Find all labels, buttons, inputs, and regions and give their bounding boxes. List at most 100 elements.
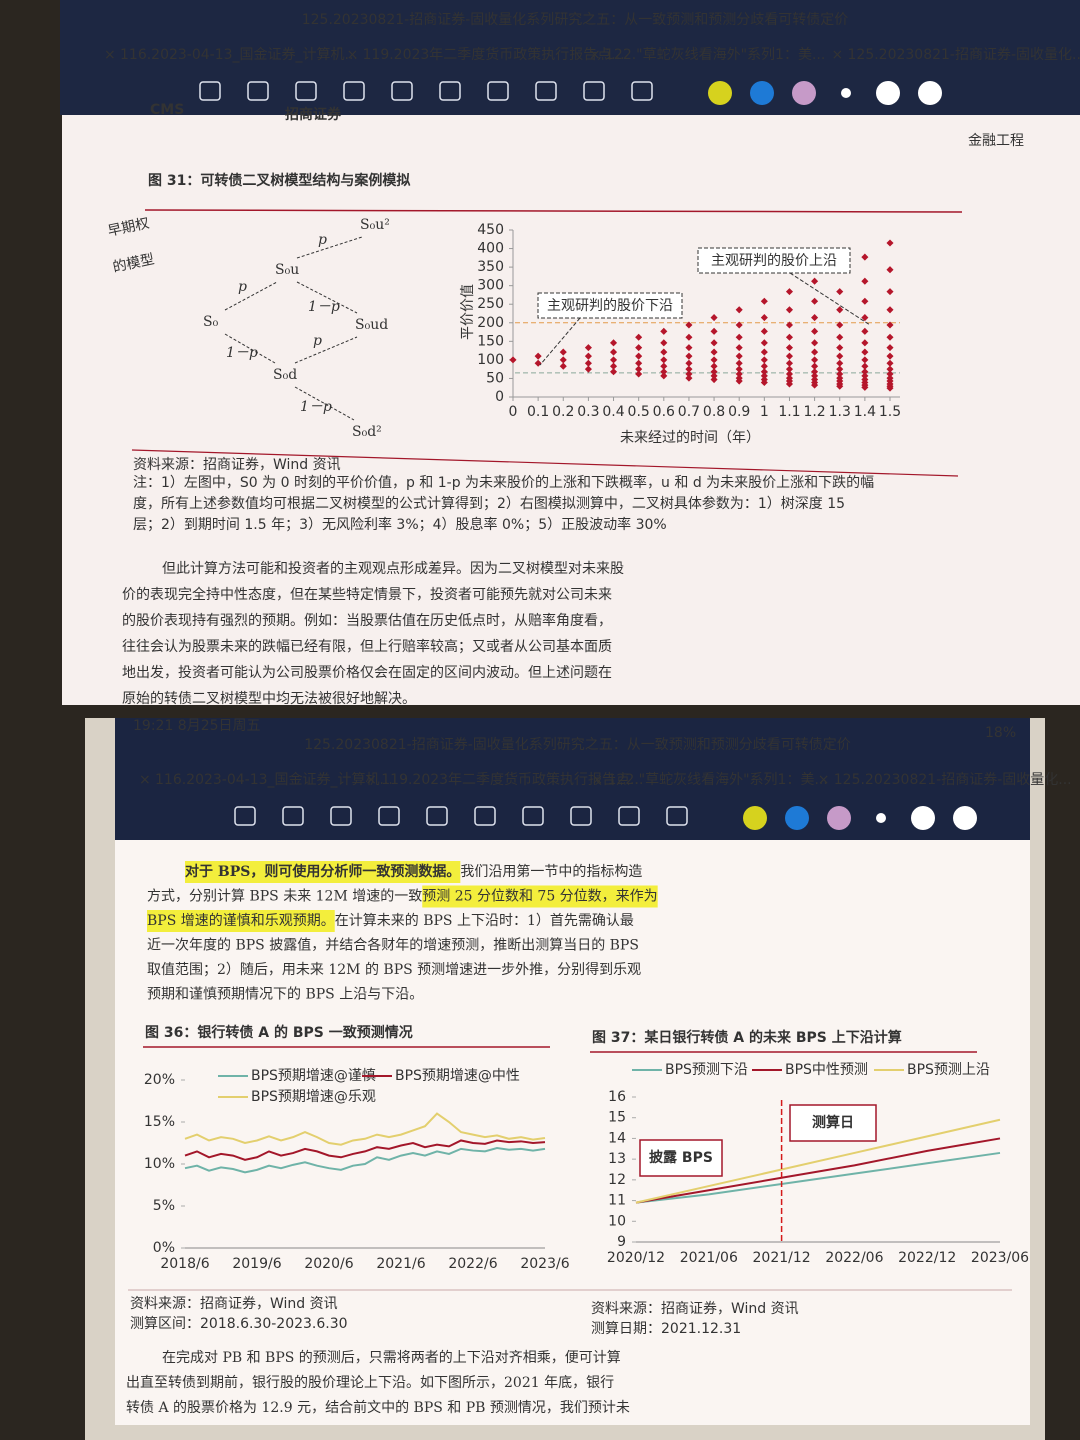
tab-close[interactable]: × (347, 47, 359, 63)
tree-point (836, 370, 844, 378)
tree-point (685, 370, 693, 378)
tab-close[interactable]: × (104, 47, 116, 63)
tree-point (534, 352, 542, 360)
color-swatch[interactable] (792, 81, 816, 105)
tool-icon[interactable] (426, 806, 448, 826)
figure-title: 图 37：某日银行转债 A 的未来 BPS 上下沿计算 (592, 1029, 902, 1046)
color-swatch[interactable] (876, 81, 900, 105)
tree-point (710, 314, 718, 322)
tool-icon[interactable] (378, 806, 400, 826)
tab[interactable]: 119.2023年二季度货币政策执行报告点... (363, 46, 625, 63)
legend-label: BPS中性预测 (785, 1062, 868, 1078)
tree-point (861, 372, 869, 380)
y-tick-label: 150 (477, 333, 504, 349)
color-swatch[interactable] (827, 806, 851, 830)
tab-close[interactable]: × (139, 772, 151, 788)
tool-icon[interactable] (522, 806, 544, 826)
edge-label: 1－p (308, 299, 340, 315)
tree-point (886, 344, 894, 352)
tool-icon[interactable] (234, 806, 256, 826)
y-tick-label: 12 (608, 1172, 626, 1188)
annotation: 测算日 (812, 1114, 854, 1131)
tab-close[interactable]: × (832, 47, 844, 63)
tab-close[interactable]: × (365, 772, 377, 788)
color-swatch[interactable] (785, 806, 809, 830)
tree-point (811, 297, 819, 305)
x-tick-label: 0.9 (728, 404, 750, 420)
tree-point (861, 368, 869, 376)
tree-point (710, 376, 718, 384)
source: 资料来源：招商证券，Wind 资讯 (133, 457, 341, 473)
color-swatch[interactable] (841, 88, 851, 98)
tool-icon[interactable] (330, 806, 352, 826)
tree-point (760, 297, 768, 305)
tool-icon[interactable] (474, 806, 496, 826)
logo: CMS (150, 102, 184, 118)
tree-point (886, 359, 894, 367)
x-axis-label: 未来经过的时间（年） (620, 430, 760, 446)
tab[interactable]: 116.2023-04-13_国金证券_计算机... (120, 47, 358, 63)
tree-point (534, 359, 542, 367)
tool-icon[interactable] (570, 806, 592, 826)
tree-point (660, 372, 668, 380)
tree-point (685, 352, 693, 360)
tab[interactable]: 122."草蛇灰线看海外"系列1：美... (605, 47, 825, 63)
tree-point (685, 374, 693, 382)
tab[interactable]: 122."草蛇灰线看海外"系列1：美... (608, 772, 828, 788)
tree-point (785, 333, 794, 341)
paragraph-segment: 对于 BPS，则可使用分析师一致预测数据。 (185, 863, 460, 880)
x-tick-label: 2022/06 (825, 1250, 883, 1266)
tool-icon[interactable] (583, 81, 605, 101)
tab-close[interactable]: × (592, 772, 604, 788)
tree-point (735, 370, 743, 378)
color-swatch[interactable] (953, 806, 977, 830)
legend-label: BPS预期增速@乐观 (251, 1089, 376, 1105)
tree-point (584, 359, 592, 367)
tab-close[interactable]: × (818, 772, 830, 788)
tool-icon[interactable] (199, 81, 221, 101)
x-tick-label: 0.6 (653, 404, 675, 420)
leader (539, 317, 581, 366)
toolbar-bg (60, 0, 1080, 115)
tool-icon[interactable] (631, 81, 653, 101)
x-tick-label: 1 (760, 404, 769, 420)
color-swatch[interactable] (911, 806, 935, 830)
note: 层；2）到期时间 1.5 年；3）无风险利率 3%；4）股息率 0%；5）正股波… (133, 516, 667, 533)
tool-icon[interactable] (666, 806, 688, 826)
tool-icon[interactable] (439, 81, 461, 101)
tree-point (861, 356, 869, 364)
tree-point (785, 370, 794, 378)
tree-point (710, 372, 718, 380)
tool-icon[interactable] (535, 81, 557, 101)
color-swatch[interactable] (743, 806, 767, 830)
tool-icon[interactable] (295, 81, 317, 101)
color-swatch[interactable] (876, 813, 886, 823)
color-swatch[interactable] (918, 81, 942, 105)
tree-point (735, 344, 743, 352)
y-tick-label: 14 (608, 1130, 626, 1146)
tool-icon[interactable] (391, 81, 413, 101)
tab-close[interactable]: × (589, 47, 601, 63)
color-swatch[interactable] (750, 81, 774, 105)
tree-point (785, 288, 794, 296)
tab[interactable]: 116.2023-04-13_国金证券_计算机... (155, 772, 393, 788)
tool-icon[interactable] (343, 81, 365, 101)
tool-icon[interactable] (247, 81, 269, 101)
tab[interactable]: 125.20230821-招商证券-固收量化... (848, 47, 1080, 63)
tab[interactable]: 119.2023年二季度货币政策执行报告点... (381, 771, 643, 788)
tool-icon[interactable] (487, 81, 509, 101)
x-tick-label: 0.5 (628, 404, 650, 420)
tree-point (785, 352, 794, 360)
tree-node: S₀d (273, 367, 297, 383)
legend-label: BPS预期增速@谨慎 (251, 1068, 376, 1084)
y-tick-label: 350 (477, 259, 504, 275)
tree-edge (296, 236, 363, 259)
color-swatch[interactable] (708, 81, 732, 105)
tab[interactable]: 125.20230821-招商证券-固收量化... (834, 772, 1072, 788)
tool-icon[interactable] (282, 806, 304, 826)
tool-icon[interactable] (618, 806, 640, 826)
tree-point (785, 359, 794, 367)
tree-point (760, 339, 768, 347)
x-tick-label: 0 (509, 404, 518, 420)
